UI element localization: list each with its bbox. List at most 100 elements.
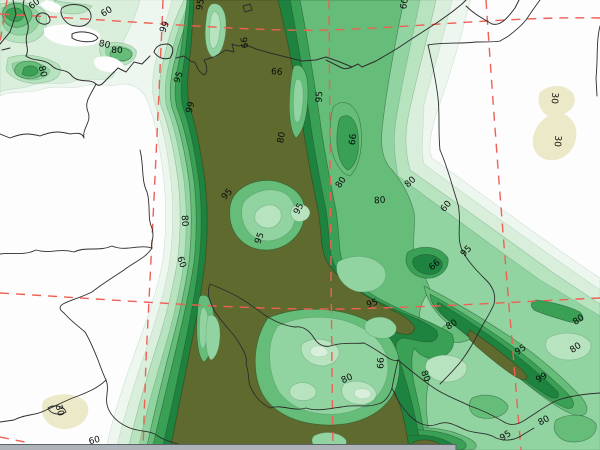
contour-hole-level3-shape	[290, 204, 311, 222]
contour-label-95: 95	[292, 202, 306, 217]
contour-label-99: 99	[345, 133, 356, 146]
contour-hole-level4-shape	[205, 314, 221, 361]
contour-hole-level2-shape	[353, 388, 372, 400]
border-line	[269, 387, 393, 411]
baltic-coast	[387, 0, 467, 55]
beige-dry-patches-shape	[42, 394, 89, 430]
border-line	[209, 283, 399, 362]
border-line	[105, 379, 185, 448]
lolland-island	[71, 31, 99, 43]
border-line	[391, 387, 535, 441]
jutland-east-coast	[22, 0, 29, 57]
contour-label-95: 95	[195, 0, 207, 11]
contour-label-30: 30	[549, 92, 560, 104]
contour-hole-level2-shape	[309, 345, 329, 358]
contour-fill-level6-shape	[336, 115, 359, 171]
small-island	[242, 3, 253, 13]
border-line	[139, 149, 154, 249]
contour-label-99: 99	[158, 20, 172, 35]
border-line	[499, 0, 541, 42]
attribution-bar-edge	[0, 444, 457, 450]
baltic-coast	[175, 43, 327, 76]
vistula-lagoon	[351, 53, 389, 68]
contour-hole-level4-shape	[293, 78, 304, 123]
border-line	[427, 40, 501, 46]
contour-label-60: 60	[27, 0, 42, 12]
border-line	[439, 149, 496, 385]
contour-label-80: 80	[374, 196, 387, 207]
contour-hole-level4-shape	[336, 255, 386, 293]
contour-fill-level3-shape	[53, 0, 93, 15]
contour-fill-level6-shape	[530, 299, 584, 323]
border-line	[397, 359, 600, 425]
meridian-line	[485, 0, 522, 450]
contour-fill-level5-shape	[553, 414, 597, 443]
contour-hole-level3-shape	[545, 332, 592, 361]
parallel-line	[0, 13, 600, 31]
parallel-line	[0, 292, 600, 310]
contour-label-99: 99	[237, 37, 248, 50]
baltic-coast	[25, 55, 151, 86]
coastlines	[0, 0, 520, 86]
white-streaks-shape	[93, 56, 124, 73]
border-line	[0, 379, 107, 423]
border-line	[59, 247, 153, 381]
meridian-line	[328, 0, 334, 450]
contour-label-95: 95	[173, 70, 186, 84]
contour-label-99: 99	[271, 65, 283, 76]
zealand-island	[60, 4, 92, 27]
contour-label-80: 80	[276, 131, 288, 144]
border-line	[595, 25, 600, 97]
contour-hole-level4-shape	[364, 316, 397, 339]
lake-outline	[47, 405, 67, 415]
white-streaks-shape	[40, 0, 63, 13]
contour-hole-level3-shape	[289, 382, 317, 401]
contour-fill-level6-shape	[21, 65, 39, 77]
contour-label-80: 80	[36, 65, 49, 79]
contour-fill-level5-shape	[109, 47, 133, 62]
contour-label-95: 95	[365, 298, 379, 311]
contour-fill-olive-core-shape	[467, 329, 528, 380]
border-line	[391, 359, 399, 389]
contour-hole-level3-shape	[425, 354, 468, 383]
contour-hole-level3-shape	[209, 11, 221, 49]
contour-label-60: 60	[399, 0, 411, 10]
parallel-line	[0, 436, 31, 444]
contour-label-80: 80	[111, 46, 123, 56]
border-line	[0, 245, 153, 255]
border-line	[207, 283, 271, 409]
contour-label-80: 80	[340, 372, 355, 386]
attribution-bar	[0, 444, 457, 450]
contour-fill-level5-shape	[468, 394, 509, 419]
small-island	[1, 47, 11, 51]
contour-label-30: 30	[552, 135, 563, 147]
contour-hole-level3-shape	[254, 204, 282, 229]
meridian-line	[0, 0, 8, 43]
funen-island	[35, 12, 51, 25]
contour-label-99: 99	[374, 357, 384, 369]
border-line	[0, 83, 97, 139]
meridian-line	[142, 0, 164, 450]
contour-label-80: 80	[537, 414, 552, 428]
beige-dry-patches	[42, 86, 577, 430]
border-line	[427, 44, 441, 151]
contour-label-80: 80	[98, 39, 112, 51]
contour-label-80: 80	[179, 215, 190, 227]
contour-fill-level7-shape	[412, 254, 443, 275]
contour-hole-level2	[309, 345, 372, 400]
contour-label-95: 95	[315, 91, 326, 103]
attribution-bar-fill	[0, 444, 456, 450]
contour-label-99: 99	[185, 100, 198, 114]
curonian-lagoon	[465, 0, 520, 25]
beige-dry-patches-shape	[532, 86, 577, 161]
contour-label-95: 95	[253, 231, 266, 245]
contour-label-30: 30	[53, 404, 66, 418]
contour-fill-level6-shape	[4, 7, 25, 22]
jutland-coast	[0, 0, 17, 45]
ruegen-island	[153, 43, 174, 60]
